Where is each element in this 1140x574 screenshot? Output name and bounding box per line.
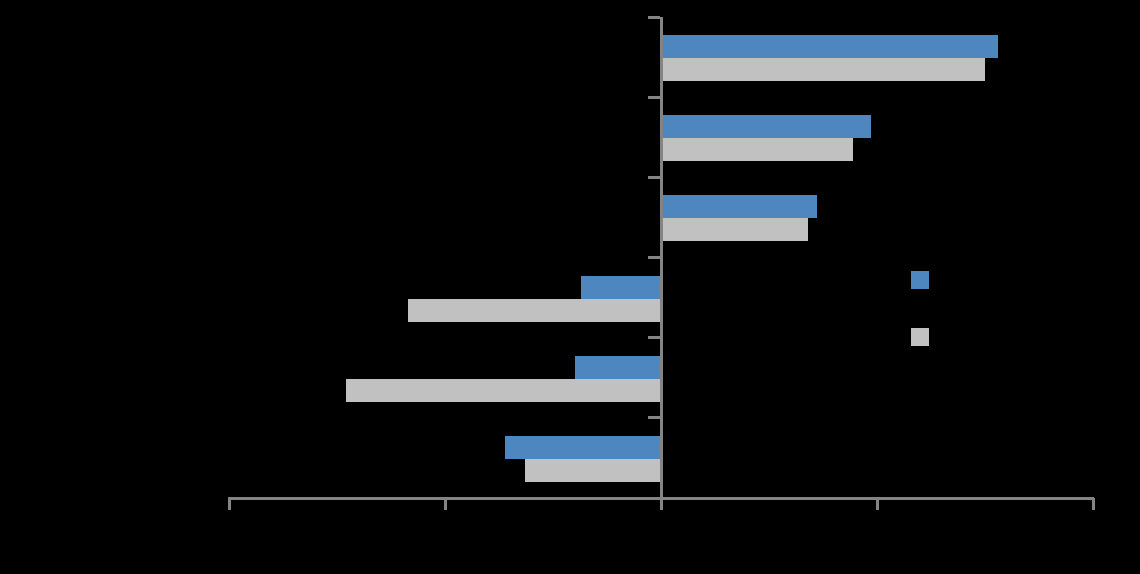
y-axis-tick: [647, 496, 660, 500]
bar-series1-cat5: [574, 355, 661, 379]
legend-swatch-2: [911, 328, 929, 346]
x-axis-tick: [659, 498, 663, 510]
bar-series2-cat1: [661, 58, 985, 81]
x-axis-tick: [443, 498, 447, 510]
bar-series1-cat4: [581, 275, 661, 299]
bar-series2-cat5: [345, 378, 661, 402]
y-axis-tick: [647, 336, 660, 340]
legend-swatch-1: [911, 271, 929, 289]
bar-series1-cat2: [661, 115, 871, 139]
bar-series1-cat6: [505, 435, 661, 459]
x-axis-tick: [875, 498, 879, 510]
bar-series2-cat3: [661, 218, 808, 242]
bar-series1-cat3: [661, 195, 817, 219]
x-axis-tick: [1091, 498, 1095, 510]
bar-series2-cat2: [661, 138, 854, 162]
x-axis-tick: [227, 498, 231, 510]
y-axis-tick: [647, 416, 660, 420]
y-axis-tick: [647, 256, 660, 259]
bar-series1-cat1: [661, 35, 998, 58]
bar-series2-cat4: [408, 298, 661, 322]
y-axis-tick: [647, 15, 660, 19]
bar-series2-cat6: [524, 458, 661, 482]
y-axis-tick: [647, 95, 660, 99]
y-axis-tick: [647, 175, 660, 179]
y-axis-line: [659, 17, 663, 498]
